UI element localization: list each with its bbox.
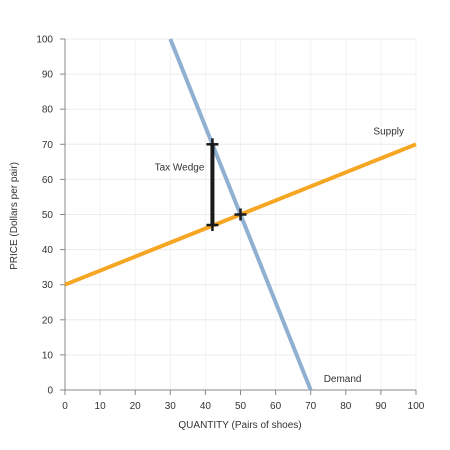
x-tick-label: 90	[375, 401, 387, 412]
x-tick-label: 20	[130, 401, 142, 412]
x-tick-label: 50	[235, 401, 247, 412]
x-axis-title: QUANTITY (Pairs of shoes)	[178, 420, 301, 431]
plus-marker	[206, 138, 219, 151]
plus-marker	[206, 219, 219, 232]
y-tick-label: 90	[42, 70, 54, 81]
x-tick-label: 80	[340, 401, 352, 412]
x-tick-label: 40	[200, 401, 212, 412]
x-tick-label: 10	[95, 401, 107, 412]
y-tick-label: 80	[42, 105, 54, 116]
x-tick-label: 0	[62, 401, 68, 412]
plus-marker	[234, 208, 247, 221]
y-axis-title: PRICE (Dollars per pair)	[9, 162, 20, 270]
axes: 0 10 20 30 40 50 60 70 80 90 100 0 10 20 30 40 50 60 70 80 9…	[36, 35, 424, 413]
x-tick-label: 100	[408, 401, 425, 412]
supply-label: Supply	[373, 126, 404, 137]
y-tick-label: 30	[42, 280, 54, 291]
y-tick-label: 60	[42, 175, 54, 186]
y-tick-label: 40	[42, 245, 54, 256]
y-tick-label: 70	[42, 140, 54, 151]
grid	[65, 38, 417, 390]
tax-wedge-label: Tax Wedge	[155, 163, 205, 174]
x-tick-label: 70	[305, 401, 317, 412]
point-markers	[206, 138, 247, 232]
y-tick-label: 50	[42, 210, 54, 221]
labels: Supply Demand Tax Wedge	[155, 126, 404, 385]
y-tick-label: 100	[36, 35, 53, 46]
y-tick-label: 0	[47, 386, 53, 397]
demand-label: Demand	[324, 374, 362, 385]
x-tick-label: 30	[165, 401, 177, 412]
y-tick-label: 10	[42, 350, 54, 361]
x-tick-label: 60	[270, 401, 282, 412]
y-tick-label: 20	[42, 315, 54, 326]
